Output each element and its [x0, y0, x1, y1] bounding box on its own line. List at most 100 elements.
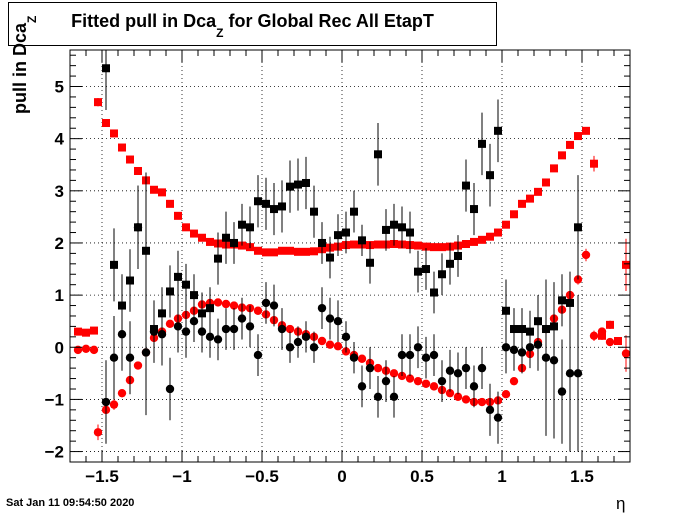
data-point-circle [341, 332, 351, 342]
data-point-square [350, 240, 358, 249]
data-point-square [574, 132, 582, 141]
data-point-circle [293, 337, 303, 347]
data-point-square [294, 247, 302, 256]
data-point-square [150, 185, 158, 194]
data-point-circle [309, 343, 319, 352]
data-point-square [166, 287, 174, 296]
data-point-circle [389, 392, 399, 402]
data-point-circle [165, 384, 175, 394]
data-point-circle [581, 250, 591, 260]
data-point-circle [501, 343, 511, 352]
data-point-circle [389, 369, 399, 378]
data-point-circle [421, 353, 431, 362]
data-point-circle [501, 390, 511, 399]
data-point-square [126, 155, 134, 164]
data-point-square [302, 247, 310, 256]
data-point-square [270, 205, 278, 214]
data-point-circle [485, 405, 495, 415]
data-point-square [254, 197, 262, 206]
data-point-circle [333, 316, 343, 326]
data-point-square [286, 182, 294, 191]
data-point-square [494, 126, 502, 135]
data-point-square [230, 238, 238, 247]
data-point-circle [109, 400, 119, 409]
data-point-circle [117, 330, 127, 339]
data-point-circle [597, 327, 607, 336]
data-point-circle [253, 350, 263, 360]
chart-title: Fitted pull in DcaZ for Global Rec All E… [9, 11, 496, 40]
data-point-circle [133, 223, 143, 232]
data-point-square [90, 326, 98, 335]
data-point-square [326, 253, 334, 262]
data-point-square [406, 228, 414, 237]
data-point-square [438, 270, 446, 279]
data-point-circle [221, 324, 231, 334]
data-point-circle [253, 306, 263, 315]
data-point-square [486, 171, 494, 180]
data-point-square [518, 325, 526, 334]
data-point-square [606, 320, 614, 329]
data-point-square [486, 232, 494, 241]
data-point-square [566, 140, 574, 149]
data-point-circle [429, 350, 439, 360]
data-point-square [558, 151, 566, 160]
data-point-square [126, 276, 134, 285]
data-point-square [382, 225, 390, 234]
data-point-square [510, 210, 518, 219]
y-tick-label: −2 [45, 443, 64, 462]
data-point-square [614, 337, 622, 346]
data-point-circle [197, 327, 207, 336]
data-point-circle [269, 301, 279, 310]
data-point-square [438, 243, 446, 252]
data-point-square [350, 207, 358, 216]
data-point-circle [573, 369, 583, 378]
data-point-circle [245, 322, 255, 331]
data-point-square [102, 119, 110, 128]
data-point-square [302, 178, 310, 187]
data-point-circle [109, 353, 119, 362]
data-point-square [134, 166, 142, 175]
data-point-square [478, 235, 486, 244]
data-point-square [462, 181, 470, 190]
data-point-circle [149, 327, 159, 336]
data-point-circle [277, 324, 287, 334]
data-point-circle [589, 331, 599, 340]
data-point-circle [477, 363, 487, 373]
data-point-circle [405, 374, 415, 383]
data-point-circle [117, 388, 127, 398]
x-tick-label: −1.5 [85, 467, 119, 486]
chart-data-layer [73, 50, 631, 452]
data-point-square [494, 228, 502, 237]
y-tick-label: −1 [45, 390, 64, 409]
data-point-square [174, 211, 182, 220]
data-point-circle [317, 303, 327, 313]
y-tick-label: 1 [55, 286, 64, 305]
data-point-square [334, 231, 342, 240]
data-point-circle [285, 343, 295, 352]
data-point-square [478, 139, 486, 148]
data-point-circle [357, 382, 367, 391]
data-point-circle [445, 366, 455, 375]
data-point-square [414, 241, 422, 250]
data-point-circle [413, 376, 423, 386]
data-point-circle [461, 363, 471, 373]
data-point-circle [445, 388, 455, 398]
x-tick-label: 0.5 [410, 467, 434, 486]
data-point-circle [141, 348, 151, 357]
data-point-circle [301, 332, 311, 342]
data-point-circle [221, 299, 231, 309]
data-point-square [470, 237, 478, 246]
data-point-square [262, 199, 270, 208]
data-point-square [390, 220, 398, 229]
data-point-circle [205, 332, 215, 342]
data-point-square [278, 202, 286, 211]
data-point-circle [461, 395, 471, 404]
x-tick-label: 0 [337, 467, 346, 486]
ylabel-main: pull in Dca [10, 22, 30, 114]
data-point-square [590, 159, 598, 168]
title-subscript: Z [216, 25, 224, 40]
data-point-square [550, 164, 558, 173]
data-point-circle [89, 345, 99, 355]
data-point-circle [509, 345, 519, 355]
